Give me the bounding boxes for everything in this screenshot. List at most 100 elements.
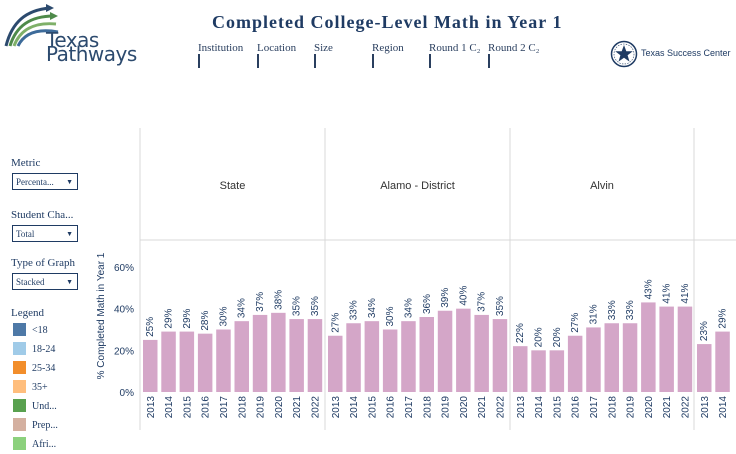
- x-tick-label: 2016: [201, 396, 212, 419]
- filter-caret: [488, 54, 490, 68]
- bar: [641, 302, 656, 392]
- data-label: 40%: [458, 286, 469, 306]
- x-tick-label: 2013: [516, 396, 527, 419]
- data-label: 37%: [477, 292, 488, 312]
- y-tick-label: 40%: [114, 305, 134, 316]
- x-tick-label: 2020: [644, 396, 655, 419]
- bar: [474, 314, 489, 392]
- x-tick-label: 2020: [459, 396, 470, 419]
- filter-size[interactable]: Size: [314, 42, 333, 68]
- legend-swatch: [13, 399, 26, 412]
- bar: [715, 331, 730, 392]
- bar: [307, 319, 323, 392]
- filter-round-2[interactable]: Round 2 C₂: [488, 42, 540, 68]
- panel-title: State: [220, 180, 246, 192]
- data-label: 20%: [534, 327, 545, 347]
- data-label: 35%: [292, 296, 303, 316]
- metric-value: Percenta...: [16, 177, 54, 187]
- metric-select[interactable]: Percenta... ▼: [12, 173, 78, 190]
- filter-caret: [257, 54, 259, 68]
- bar: [197, 333, 213, 392]
- data-label: 35%: [310, 296, 321, 316]
- filter-label: Institution: [198, 42, 244, 54]
- bar: [659, 306, 674, 392]
- filter-label: Round 2 C₂: [488, 42, 540, 54]
- data-label: 33%: [625, 300, 636, 320]
- panel-title: Alamo - District: [380, 180, 455, 192]
- x-tick-label: 2022: [310, 396, 321, 419]
- x-tick-label: 2014: [534, 396, 545, 419]
- data-label: 33%: [349, 300, 360, 320]
- x-tick-label: 2021: [292, 396, 303, 419]
- bar: [549, 350, 565, 392]
- bar: [364, 321, 380, 392]
- metric-label: Metric: [11, 157, 41, 169]
- student-characteristic-value: Total: [16, 229, 35, 239]
- filter-label: Round 1 C₂: [429, 42, 481, 54]
- bar: [622, 323, 638, 392]
- x-tick-label: 2019: [441, 396, 452, 419]
- bar: [567, 335, 583, 392]
- bar: [456, 308, 471, 392]
- data-label: 35%: [495, 296, 506, 316]
- data-label: 34%: [403, 298, 414, 318]
- legend-label: Prep...: [32, 420, 58, 431]
- legend-label: 25-34: [32, 363, 56, 374]
- legend-title: Legend: [11, 307, 44, 319]
- x-tick-label: 2014: [164, 396, 175, 419]
- student-characteristic-label: Student Cha...: [11, 209, 74, 221]
- bar: [419, 317, 434, 392]
- student-characteristic-select[interactable]: Total ▼: [12, 225, 78, 242]
- data-label: 28%: [200, 311, 211, 331]
- filter-round-1[interactable]: Round 1 C₂: [429, 42, 481, 68]
- legend-label: Und...: [32, 401, 57, 412]
- filter-region[interactable]: Region: [372, 42, 404, 68]
- data-label: 34%: [367, 298, 378, 318]
- x-tick-label: 2015: [552, 396, 563, 419]
- chevron-down-icon: ▼: [66, 178, 73, 186]
- bar: [346, 323, 361, 392]
- x-tick-label: 2019: [256, 396, 267, 419]
- data-label: 30%: [218, 306, 229, 326]
- x-tick-label: 2021: [662, 396, 673, 419]
- filter-institution[interactable]: Institution: [198, 42, 244, 68]
- data-label: 23%: [699, 321, 710, 341]
- texas-success-center-logo: Texas Success Center: [610, 40, 732, 70]
- data-label: 43%: [643, 279, 654, 299]
- bar: [179, 331, 195, 392]
- logo-arrows-icon: [4, 4, 59, 47]
- chevron-down-icon: ▼: [66, 230, 73, 238]
- legend-swatch: [13, 418, 26, 431]
- x-tick-label: 2022: [495, 396, 506, 419]
- filter-caret: [372, 54, 374, 68]
- x-tick-label: 2020: [274, 396, 285, 419]
- logo-line-1: Texas: [46, 28, 99, 52]
- data-label: 34%: [237, 298, 248, 318]
- star-seal-icon: [610, 40, 638, 68]
- graph-type-select[interactable]: Stacked ▼: [12, 273, 78, 290]
- x-tick-label: 2018: [422, 396, 433, 419]
- bar: [216, 329, 231, 392]
- bar: [586, 327, 601, 392]
- panel-title: Alvin: [590, 180, 614, 192]
- partner-name: Texas Success Center: [641, 48, 731, 58]
- x-tick-label: 2013: [700, 396, 711, 419]
- x-tick-label: 2018: [237, 396, 248, 419]
- data-label: 31%: [588, 304, 599, 324]
- data-label: 29%: [182, 308, 193, 328]
- x-tick-label: 2014: [349, 396, 360, 419]
- data-label: 33%: [607, 300, 618, 320]
- data-label: 20%: [552, 327, 563, 347]
- data-label: 37%: [255, 292, 266, 312]
- chevron-down-icon: ▼: [66, 278, 73, 286]
- legend-swatch: [13, 380, 26, 393]
- legend-swatch: [13, 323, 26, 336]
- filter-location[interactable]: Location: [257, 42, 296, 68]
- data-label: 29%: [164, 308, 175, 328]
- bar: [289, 319, 304, 392]
- data-label: 29%: [718, 308, 729, 328]
- data-label: 41%: [680, 283, 691, 303]
- bar: [382, 329, 398, 392]
- x-tick-label: 2013: [331, 396, 342, 419]
- bar: [271, 312, 286, 392]
